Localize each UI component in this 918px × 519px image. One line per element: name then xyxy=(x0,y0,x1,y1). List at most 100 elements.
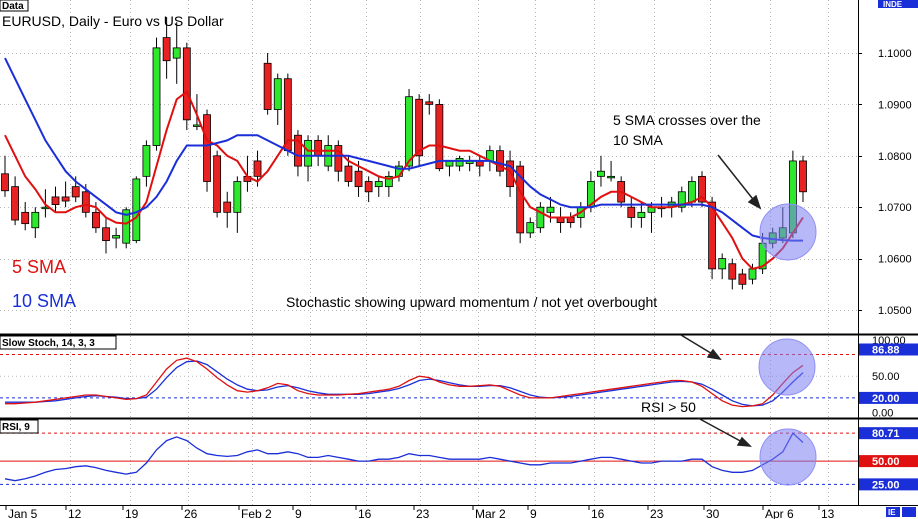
bull-candle xyxy=(748,268,757,280)
bear-candle xyxy=(162,37,171,62)
grid-badge-box xyxy=(902,507,916,517)
crossover-highlight-circle xyxy=(759,203,817,261)
bull-candle xyxy=(546,206,555,213)
stochastic-arrow xyxy=(680,334,715,356)
bear-candle xyxy=(425,101,434,105)
bull-candle xyxy=(526,222,535,234)
annotation-arrows xyxy=(680,154,762,447)
bull-candle xyxy=(31,211,40,229)
x-tick-label: 23 xyxy=(416,507,430,519)
bull-candle xyxy=(273,78,282,110)
x-tick-label: Apr 6 xyxy=(765,507,794,519)
index-badge: INDE xyxy=(883,0,903,9)
bear-candle xyxy=(92,211,100,229)
bull-candle xyxy=(132,178,141,242)
bear-candle xyxy=(738,273,747,285)
bull-candle xyxy=(193,124,201,127)
rsi-annotation: RSI > 50 xyxy=(641,399,696,415)
bull-candle xyxy=(455,157,464,167)
bear-candle xyxy=(203,114,211,182)
bear-candle xyxy=(344,165,353,182)
x-ticks-layer: Jan 5 12 19 26 Feb 2 9 16 23 Mar 2 9 16 23 30 Apr 6 13 xyxy=(5,505,835,519)
price-tick-label: 1.0600 xyxy=(878,254,912,266)
bear-candle xyxy=(496,150,504,172)
bear-candle xyxy=(294,134,302,167)
price-tick-label: 1.0700 xyxy=(878,202,912,214)
bull-candle xyxy=(142,145,151,177)
price-tick-label: 1.1000 xyxy=(878,48,912,60)
price-tick-label: 1.0800 xyxy=(878,151,912,163)
bull-candle xyxy=(112,235,121,239)
bull-candle xyxy=(597,170,605,177)
x-tick-label: Feb 2 xyxy=(241,507,272,519)
rsi-label-box xyxy=(0,419,39,434)
bull-candle xyxy=(172,47,181,59)
bull-candle xyxy=(637,211,646,218)
x-tick-label: 16 xyxy=(591,507,605,519)
bear-candle xyxy=(61,196,70,202)
rsi-line xyxy=(4,432,804,482)
bull-candle xyxy=(304,139,312,167)
bull-candle xyxy=(122,209,131,244)
ie-badge: IE xyxy=(888,508,896,517)
rsi-value-box xyxy=(859,478,918,491)
bull-candle xyxy=(152,47,161,146)
bear-candle xyxy=(71,186,80,198)
x-tick-label: Mar 2 xyxy=(475,507,506,519)
legend-5-sma: 5 SMA xyxy=(12,257,66,277)
x-tick-label: 26 xyxy=(184,507,198,519)
rsi-axis-label: 50.00 xyxy=(872,456,900,468)
bull-candle xyxy=(677,191,686,208)
x-tick-label: 9 xyxy=(295,507,302,519)
bull-candle xyxy=(536,206,545,229)
legend-10-sma: 10 SMA xyxy=(12,291,76,311)
bear-candle xyxy=(314,139,323,157)
rsi-arrowhead xyxy=(736,436,752,447)
stochastic-annotation: Stochastic showing upward momentum / not… xyxy=(286,294,657,310)
bear-candle xyxy=(354,170,363,188)
bull-candle xyxy=(718,258,727,270)
bear-candle xyxy=(102,227,110,242)
rsi-label: RSI, 9 xyxy=(2,422,30,433)
x-tick-label: 23 xyxy=(650,507,664,519)
stoch-axis-label: 20.00 xyxy=(872,393,900,405)
bear-candle xyxy=(81,191,90,213)
x-tick-label: 9 xyxy=(530,507,537,519)
bear-candle xyxy=(728,263,737,280)
bear-candle xyxy=(1,173,9,192)
sma-lines-layer xyxy=(4,57,804,271)
rsi-arrow xyxy=(697,417,745,444)
x-tick-label: 16 xyxy=(358,507,372,519)
bear-candle xyxy=(799,160,807,193)
stoch-k-line xyxy=(5,357,804,408)
bull-candle xyxy=(405,96,413,167)
data-tag-box xyxy=(0,0,29,12)
price-tick-label: 1.0900 xyxy=(878,99,912,111)
bear-candle xyxy=(415,98,424,157)
bear-candle xyxy=(627,206,636,218)
bear-candle xyxy=(364,181,373,193)
crossover-annotation-line2: 10 SMA xyxy=(613,132,663,148)
bear-candle xyxy=(334,145,343,172)
crossover-annotation-line1: 5 SMA crosses over the xyxy=(613,112,761,128)
stoch-axis-label: 0.00 xyxy=(872,407,893,419)
stoch-value-box xyxy=(859,391,918,404)
x-tick-label: 30 xyxy=(706,507,720,519)
index-badge-box xyxy=(878,0,918,8)
rsi-value-box xyxy=(859,427,918,440)
stochastic-arrowhead xyxy=(706,348,722,361)
x-tick-label: 19 xyxy=(125,507,139,519)
bear-candle xyxy=(213,155,222,213)
bear-candle xyxy=(435,104,444,170)
bear-candle xyxy=(51,196,60,206)
x-tick-label: 13 xyxy=(821,507,835,519)
crossover-arrow xyxy=(717,154,757,204)
stoch-value-box xyxy=(859,343,918,356)
data-tag: Data xyxy=(2,1,24,12)
bear-candle xyxy=(506,160,514,188)
stoch-axis-label: 86.88 xyxy=(872,344,900,356)
stoch-axis-label: 50.00 xyxy=(872,371,900,383)
bear-candle xyxy=(253,160,262,177)
bull-candle xyxy=(384,175,393,188)
